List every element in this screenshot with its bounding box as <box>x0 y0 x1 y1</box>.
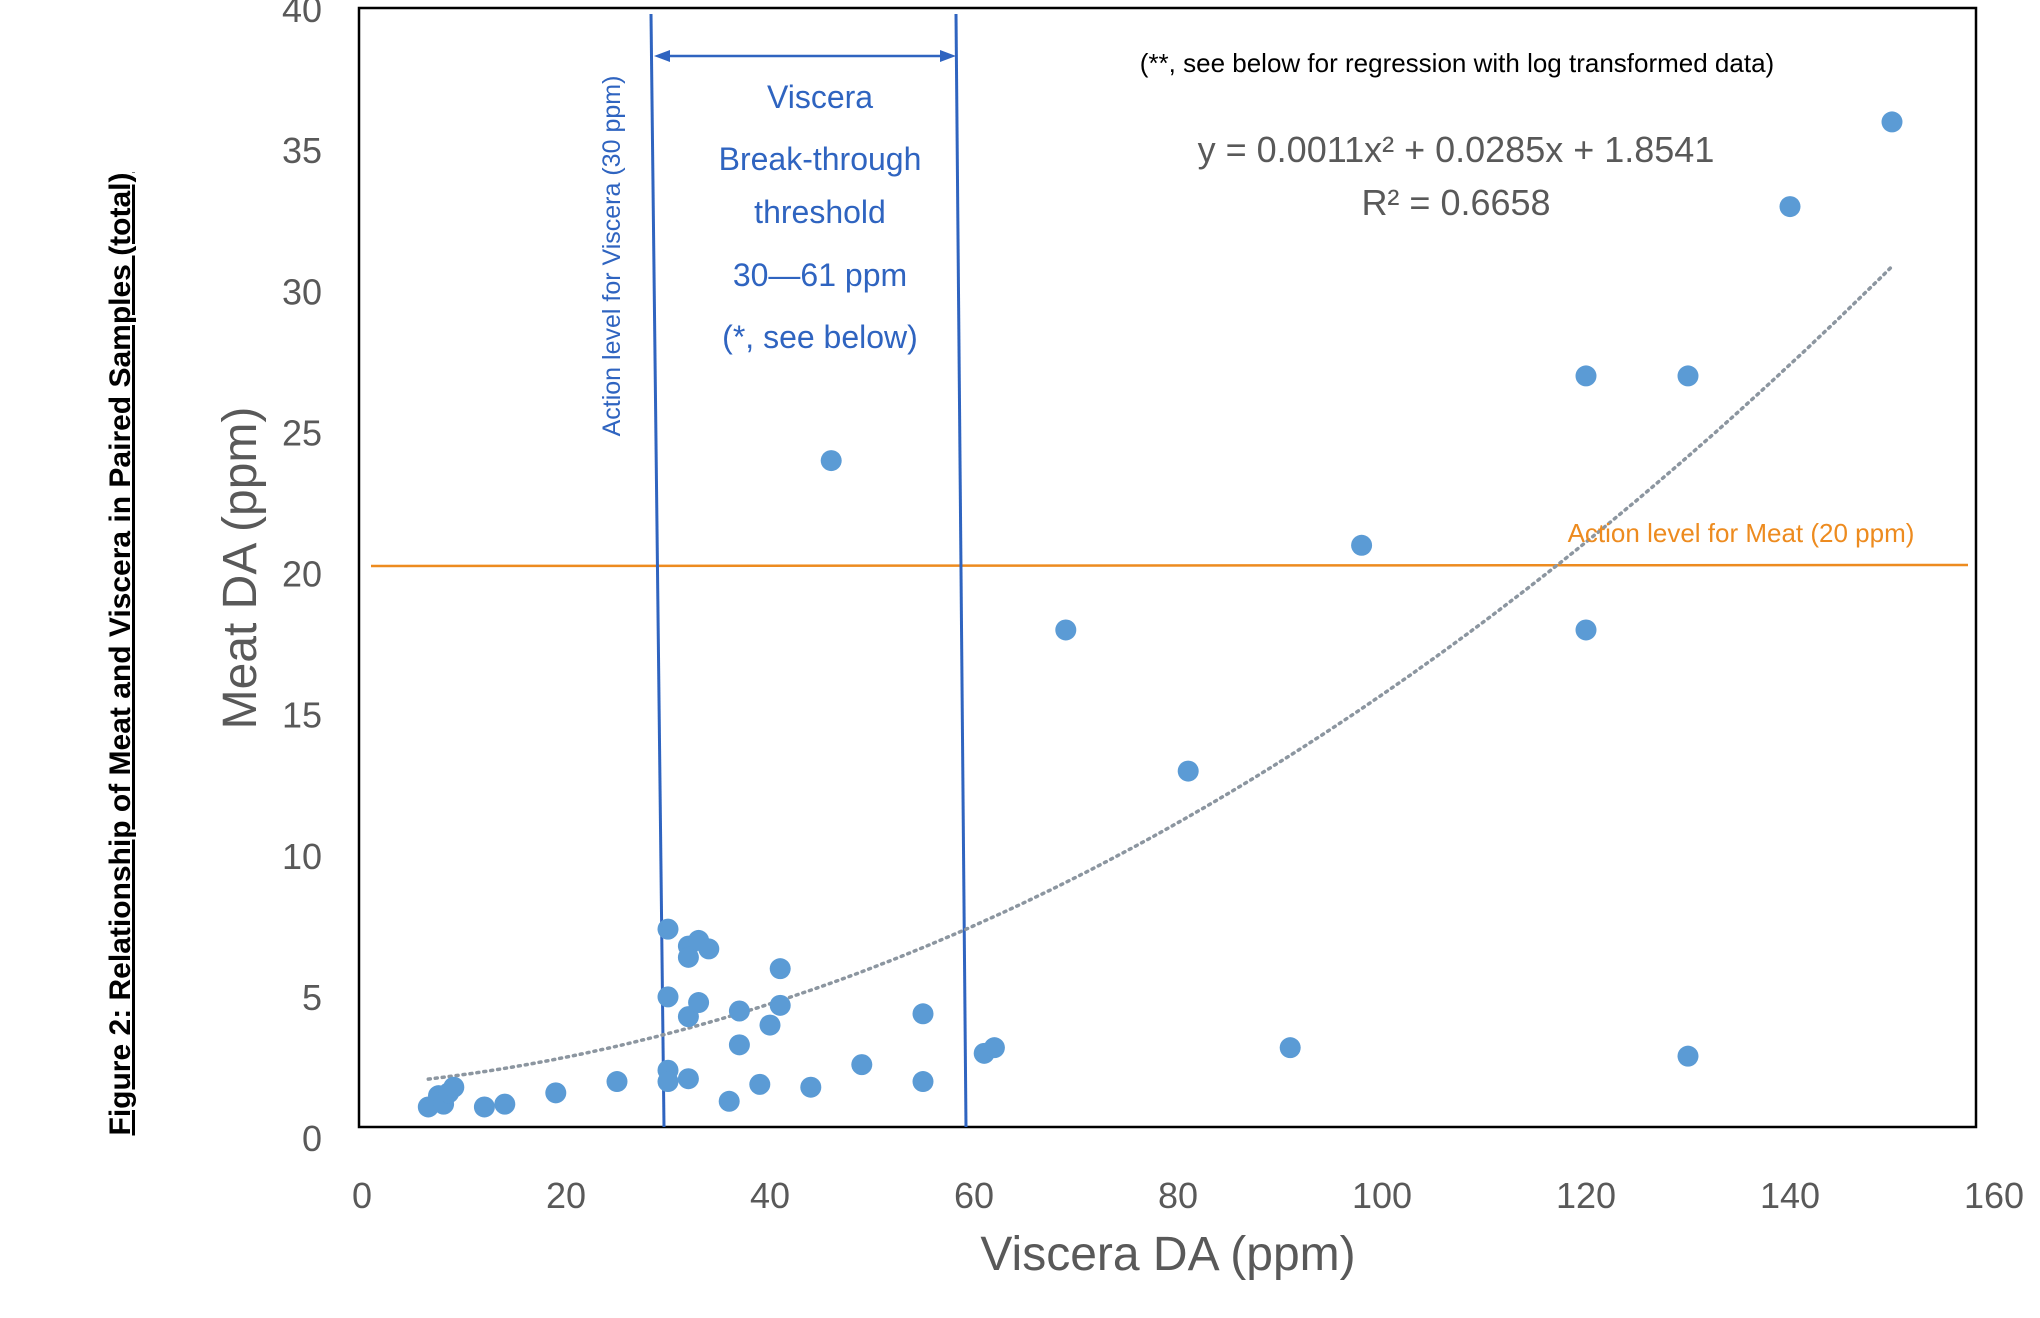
x-tick-label: 120 <box>1556 1175 1616 1216</box>
threshold-label: Viscera Break-through threshold 30—61 pp… <box>719 79 922 355</box>
data-point <box>983 1037 1005 1059</box>
data-point <box>677 1068 699 1090</box>
meat-action-label: Action level for Meat (20 ppm) <box>1568 518 1915 548</box>
data-point <box>1881 111 1903 133</box>
x-tick-label: 60 <box>954 1175 994 1216</box>
data-point <box>657 1071 679 1093</box>
y-tick-label: 30 <box>282 271 322 312</box>
y-tick-label: 15 <box>282 695 322 736</box>
data-point <box>1779 196 1801 218</box>
x-tick-label: 20 <box>546 1175 586 1216</box>
y-tick-label: 20 <box>282 554 322 595</box>
meat-action-line <box>370 563 1969 568</box>
y-tick-label: 40 <box>282 0 322 30</box>
x-tick-label: 160 <box>1964 1175 2024 1216</box>
y-tick-label: 5 <box>302 977 322 1018</box>
data-point <box>688 992 710 1014</box>
log-regression-note: (**, see below for regression with log t… <box>1140 48 1774 78</box>
r-squared-label: R² = 0.6658 <box>1361 182 1550 223</box>
threshold-line-5: (*, see below) <box>722 319 918 355</box>
data-point <box>728 1034 750 1056</box>
data-point <box>820 450 842 472</box>
viscera-action-line <box>649 13 666 1128</box>
x-tick-label: 0 <box>352 1175 372 1216</box>
x-tick-label: 100 <box>1352 1175 1412 1216</box>
figure-title: Figure 2: Relationship of Meat and Visce… <box>104 172 137 1135</box>
threshold-line-4: 30—61 ppm <box>733 257 907 293</box>
data-point <box>912 1003 934 1025</box>
data-point <box>769 958 791 980</box>
data-point <box>749 1073 771 1095</box>
data-point <box>443 1076 465 1098</box>
data-point <box>851 1054 873 1076</box>
regression-equation: y = 0.0011x² + 0.0285x + 1.8541 <box>1198 129 1715 170</box>
data-points <box>417 111 1903 1118</box>
data-point <box>800 1076 822 1098</box>
plot-area-border <box>357 6 1978 1129</box>
data-point <box>1177 760 1199 782</box>
threshold-line-1: Viscera <box>767 79 873 115</box>
y-tick-label: 10 <box>282 836 322 877</box>
data-point <box>473 1096 495 1118</box>
data-point <box>606 1071 628 1093</box>
x-tick-label: 140 <box>1760 1175 1820 1216</box>
data-point <box>677 946 699 968</box>
data-point <box>1279 1037 1301 1059</box>
data-point <box>728 1000 750 1022</box>
data-point <box>657 986 679 1008</box>
threshold-line-3: threshold <box>754 194 886 230</box>
data-point <box>657 918 679 940</box>
data-point <box>698 938 720 960</box>
threshold-range-arrow <box>654 50 956 62</box>
data-point <box>1055 619 1077 641</box>
polynomial-trendline <box>426 264 1894 1081</box>
y-axis-label: Meat DA (ppm) <box>214 407 267 730</box>
data-point <box>1351 534 1373 556</box>
y-tick-label: 0 <box>302 1118 322 1159</box>
viscera-action-label: Action level for Viscera (30 ppm) <box>598 76 626 437</box>
data-point <box>769 994 791 1016</box>
data-point <box>494 1093 516 1115</box>
viscera-upper-line <box>954 13 968 1128</box>
data-point <box>1575 619 1597 641</box>
data-point <box>1677 365 1699 387</box>
data-point <box>1677 1045 1699 1067</box>
y-tick-label: 25 <box>282 412 322 453</box>
data-point <box>759 1014 781 1036</box>
x-tick-label: 40 <box>750 1175 790 1216</box>
threshold-line-2: Break-through <box>719 141 922 177</box>
x-tick-label: 80 <box>1158 1175 1198 1216</box>
y-tick-label: 35 <box>282 130 322 171</box>
data-point <box>545 1082 567 1104</box>
x-axis-label: Viscera DA (ppm) <box>980 1228 1355 1281</box>
data-point <box>718 1090 740 1112</box>
y-axis-tick-labels: 0 5 10 15 20 25 30 35 40 <box>282 0 322 1159</box>
x-axis-tick-labels: 0 20 40 60 80 100 120 140 160 <box>352 1175 2024 1216</box>
data-point <box>1575 365 1597 387</box>
data-point <box>912 1071 934 1093</box>
